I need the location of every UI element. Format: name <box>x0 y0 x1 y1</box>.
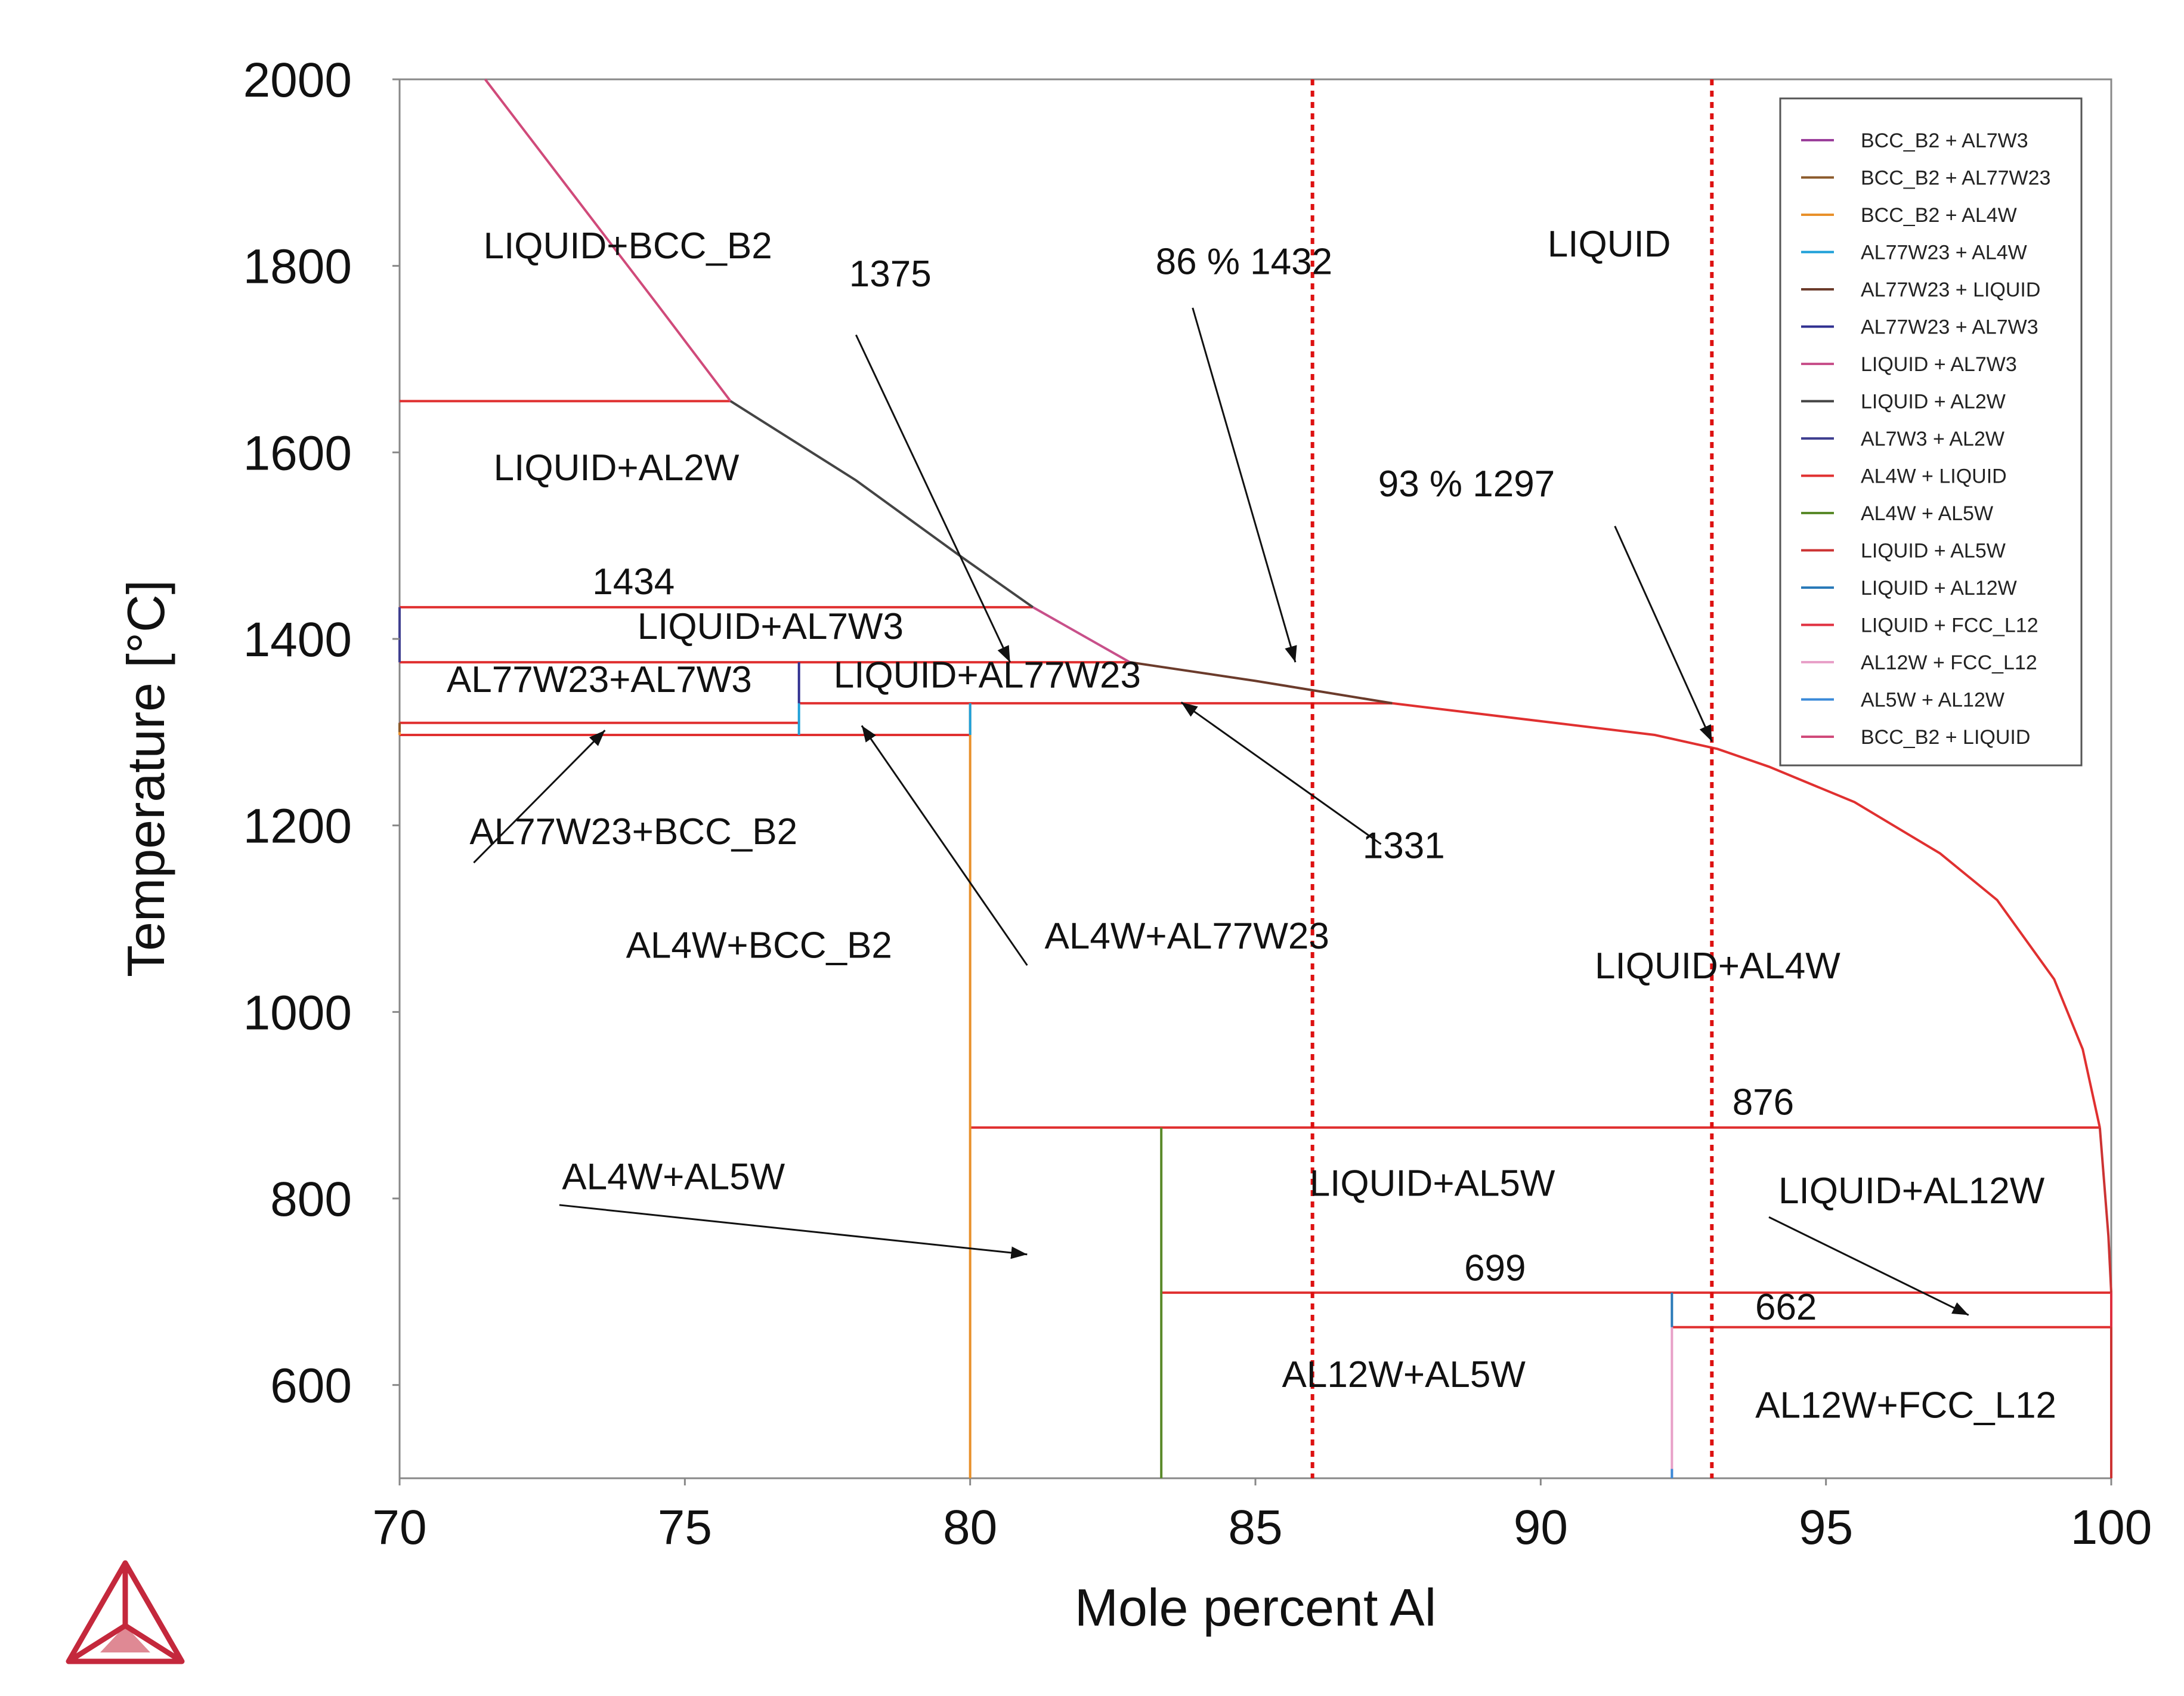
region-label: LIQUID+AL12W <box>1778 1170 2045 1212</box>
legend-entry: AL7W3 + AL2W <box>1861 428 2004 450</box>
legend-entry: AL4W + AL5W <box>1861 502 1993 525</box>
series-line <box>2098 1127 2112 1293</box>
x-axis-label: Mole percent Al <box>1075 1578 1437 1637</box>
region-label: LIQUID+AL77W23 <box>834 654 1141 696</box>
legend-entry: LIQUID + AL5W <box>1861 540 2006 563</box>
region-label: LIQUID+AL4W <box>1595 946 1840 987</box>
x-tick-label: 70 <box>372 1500 426 1555</box>
legend-entry: AL77W23 + AL7W3 <box>1861 316 2038 339</box>
y-tick-label: 2000 <box>243 53 352 107</box>
legend-entry: BCC_B2 + AL77W23 <box>1861 167 2050 190</box>
annotation-arrow <box>1768 1216 1969 1316</box>
legend-entry: AL5W + AL12W <box>1861 689 2004 712</box>
region-label: LIQUID+BCC_B2 <box>484 225 772 267</box>
x-tick-label: 75 <box>658 1500 712 1555</box>
region-label: LIQUID <box>1548 224 1671 265</box>
y-tick-label: 1800 <box>243 240 352 294</box>
series-line <box>484 78 732 402</box>
y-tick-label: 600 <box>270 1359 352 1413</box>
legend-entry: BCC_B2 + LIQUID <box>1861 726 2030 749</box>
y-tick-label: 1400 <box>243 613 352 667</box>
annotation-arrow <box>1180 702 1382 845</box>
x-tick-label: 95 <box>1799 1500 1853 1555</box>
legend-entry: BCC_B2 + AL4W <box>1861 204 2017 227</box>
region-label: AL12W+AL5W <box>1282 1354 1526 1395</box>
y-axis-label: Temperature [°C] <box>116 580 175 977</box>
annotation-arrow <box>473 730 606 864</box>
region-label: AL4W+AL5W <box>562 1156 785 1197</box>
series-line <box>1032 606 1131 663</box>
annotation-label: 1375 <box>849 254 932 295</box>
series-line <box>1130 661 1393 705</box>
legend: BCC_B2 + AL7W3 BCC_B2 + AL77W23 BCC_B2 + A… <box>1779 97 2083 767</box>
region-label: LIQUID+AL7W3 <box>638 606 904 647</box>
annotation-label: 86 % 1432 <box>1156 242 1332 283</box>
region-label: LIQUID+AL5W <box>1310 1163 1555 1204</box>
annotation-label: 699 <box>1464 1248 1526 1289</box>
region-label: AL12W+FCC_L12 <box>1755 1385 2056 1426</box>
region-label: AL77W23+AL7W3 <box>447 659 752 700</box>
x-tick-label: 85 <box>1228 1500 1282 1555</box>
legend-box <box>1779 97 2083 767</box>
legend-entry: AL77W23 + LIQUID <box>1861 279 2040 301</box>
legend-entry: BCC_B2 + AL7W3 <box>1861 129 2028 152</box>
annotation-label: 93 % 1297 <box>1378 464 1555 505</box>
annotation-arrow <box>1192 307 1297 663</box>
x-tick-label: 90 <box>1514 1500 1568 1555</box>
legend-entry: LIQUID + FCC_L12 <box>1861 614 2038 637</box>
legend-entry: AL12W + FCC_L12 <box>1861 651 2037 674</box>
legend-entry: AL77W23 + AL4W <box>1861 242 2027 264</box>
y-tick-label: 800 <box>270 1172 352 1227</box>
legend-entry: LIQUID + AL12W <box>1861 577 2017 600</box>
annotation-arrow <box>861 725 1028 966</box>
series-line <box>1392 702 2101 1128</box>
annotation-label: 662 <box>1755 1287 1817 1328</box>
legend-entry: AL4W + LIQUID <box>1861 465 2007 488</box>
annotation-label: 1331 <box>1363 825 1445 866</box>
legend-entry: LIQUID + AL2W <box>1861 391 2006 413</box>
thermo-calc-logo-icon <box>66 1560 185 1664</box>
series-line <box>729 400 1034 608</box>
annotation-label: 876 <box>1733 1082 1794 1123</box>
annotation-arrow <box>1614 526 1713 742</box>
annotation-label: 1434 <box>592 561 675 603</box>
x-tick-label: 80 <box>943 1500 997 1555</box>
y-tick-label: 1600 <box>243 426 352 480</box>
y-tick-label: 1000 <box>243 986 352 1040</box>
annotation-arrow <box>855 334 1011 663</box>
region-label: AL4W+BCC_B2 <box>626 925 892 966</box>
region-label: AL4W+AL77W23 <box>1045 916 1329 957</box>
annotation-arrow <box>559 1204 1028 1259</box>
y-tick-label: 1200 <box>243 799 352 854</box>
region-label: AL77W23+BCC_B2 <box>469 811 797 852</box>
x-tick-label: 100 <box>2071 1500 2152 1555</box>
legend-entry: LIQUID + AL7W3 <box>1861 353 2017 376</box>
region-label: LIQUID+AL2W <box>494 447 740 489</box>
